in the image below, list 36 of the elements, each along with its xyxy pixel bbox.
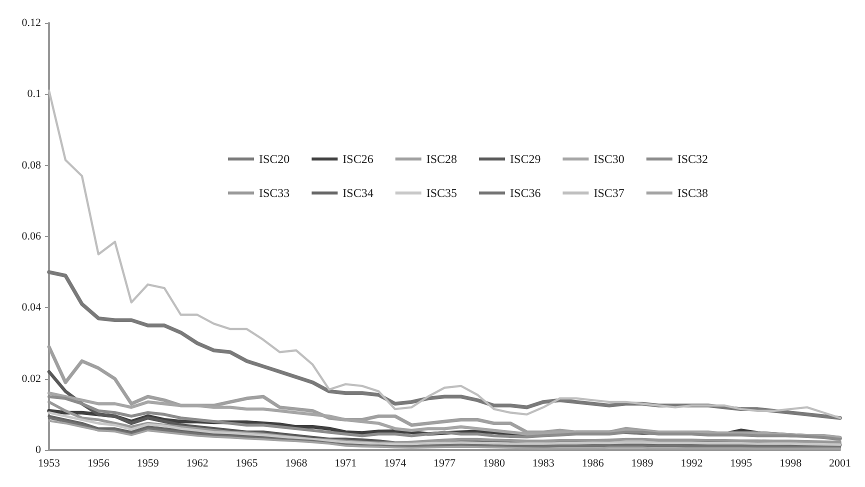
x-tick-label: 1989	[631, 458, 654, 470]
y-tick-label: 0.1	[27, 88, 41, 100]
x-tick-label: 1971	[334, 458, 357, 470]
x-tick-label: 2001	[829, 458, 851, 470]
legend-label: ISC20	[259, 152, 290, 166]
x-tick-label: 1962	[186, 458, 208, 470]
legend-label: ISC36	[510, 186, 541, 200]
x-tick-label: 1977	[434, 458, 456, 470]
x-tick-label: 1956	[87, 458, 110, 470]
legend-label: ISC33	[259, 186, 290, 200]
x-tick-label: 1959	[136, 458, 160, 470]
legend-label: ISC32	[677, 152, 708, 166]
y-tick-label: 0.12	[22, 17, 41, 29]
legend-label: ISC30	[594, 152, 624, 166]
x-tick-label: 1998	[780, 458, 802, 470]
x-tick-label: 1992	[680, 458, 703, 470]
x-tick-label: 1995	[730, 458, 753, 470]
legend-label: ISC35	[426, 186, 458, 200]
legend-label: ISC34	[342, 186, 374, 200]
legend-label: ISC38	[677, 186, 708, 200]
y-tick-label: 0.06	[22, 230, 42, 242]
legend-label: ISC28	[426, 152, 458, 166]
legend-label: ISC26	[342, 152, 374, 166]
x-tick-label: 1968	[285, 458, 308, 470]
x-tick-label: 1980	[482, 458, 506, 470]
y-tick-label: 0.08	[22, 159, 42, 172]
y-tick-label: 0.04	[22, 302, 42, 314]
x-tick-label: 1983	[532, 458, 555, 470]
y-tick-label: 0.02	[22, 372, 41, 385]
x-tick-label: 1986	[582, 458, 604, 470]
legend-label: ISC37	[594, 186, 624, 200]
x-tick-label: 1974	[384, 458, 407, 470]
y-tick-label: 0	[36, 444, 42, 456]
x-tick-label: 1953	[38, 458, 60, 470]
legend-label: ISC29	[510, 152, 541, 166]
x-tick-label: 1965	[236, 458, 258, 470]
